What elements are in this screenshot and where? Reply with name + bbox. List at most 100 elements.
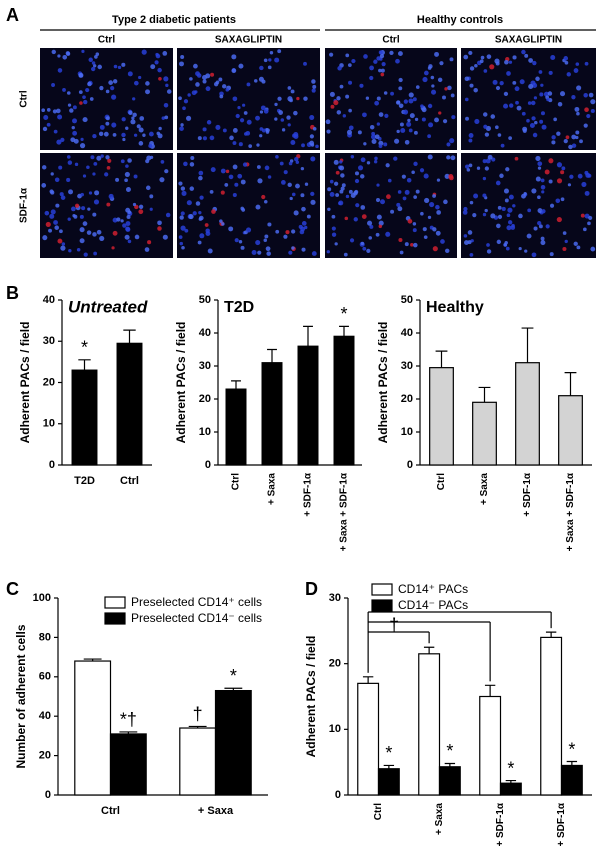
- cell-nucleus: [342, 114, 347, 118]
- cell-nucleus: [239, 118, 245, 123]
- row-header: Ctrl: [19, 90, 30, 107]
- cell-nucleus: [99, 235, 105, 241]
- cell-nucleus: [192, 211, 197, 216]
- cell-nucleus: [436, 210, 441, 215]
- cell-nucleus: [450, 93, 455, 98]
- bar: [429, 367, 454, 466]
- legend-label: CD14⁺ PACs: [398, 582, 468, 596]
- error-bar: [566, 760, 578, 766]
- cell-nucleus: [164, 169, 169, 174]
- cell-nucleus: [576, 85, 582, 91]
- cell-nucleus: [309, 140, 315, 146]
- cell-nucleus: [575, 130, 580, 135]
- column-header: SAXAGLIPTIN: [215, 35, 282, 46]
- cell-nucleus: [423, 235, 428, 240]
- error-bar: [505, 779, 517, 784]
- cell-nucleus: [267, 65, 272, 70]
- cell-nucleus: [533, 96, 538, 100]
- cell-nucleus: [335, 193, 340, 197]
- cell-nucleus: [451, 115, 456, 120]
- y-tick-label: 60: [39, 671, 51, 683]
- cell-nucleus: [53, 220, 58, 225]
- cell-nucleus: [281, 128, 286, 132]
- cell-nucleus: [393, 156, 398, 161]
- cell-nucleus: [399, 122, 404, 127]
- cell-nucleus: [397, 190, 402, 194]
- cell-nucleus: [92, 212, 97, 217]
- cell-nucleus: [253, 79, 258, 83]
- cell-nucleus: [269, 51, 274, 55]
- cell-nucleus: [130, 119, 136, 125]
- cell-nucleus: [245, 227, 252, 233]
- cell-nucleus: [46, 108, 51, 112]
- cell-nucleus: [535, 76, 540, 82]
- cell-nucleus: [60, 195, 66, 200]
- y-tick-label: 100: [33, 592, 51, 604]
- cell-nucleus: [533, 226, 538, 231]
- cell-nucleus: [301, 247, 306, 252]
- cell-nucleus: [59, 192, 64, 197]
- cell-nucleus: [111, 122, 117, 128]
- cell-nucleus: [480, 55, 485, 60]
- cell-nucleus: [541, 190, 545, 194]
- error-bar: [545, 631, 557, 638]
- cell-nucleus: [511, 223, 515, 228]
- cell-nucleus: [124, 178, 128, 183]
- cell-nucleus: [508, 194, 514, 200]
- cell-nucleus: [584, 190, 590, 196]
- cell-nucleus: [312, 84, 317, 89]
- error-bar: [339, 325, 349, 337]
- error-bar: [224, 687, 243, 691]
- cell-nucleus: [463, 206, 468, 212]
- cell-nucleus: [115, 177, 120, 182]
- cell-nucleus: [158, 126, 162, 131]
- cell-nucleus: [141, 49, 147, 55]
- cell-nucleus: [76, 247, 81, 252]
- cell-nucleus: [86, 230, 92, 235]
- cell-nucleus: [439, 61, 444, 66]
- cell-nucleus: [537, 166, 542, 170]
- cell-nucleus: [584, 107, 589, 113]
- cell-nucleus: [512, 55, 517, 60]
- cell-nucleus: [299, 229, 305, 235]
- cell-nucleus: [293, 131, 299, 138]
- annotation: *: [507, 758, 514, 778]
- cell-nucleus: [514, 86, 520, 92]
- cell-nucleus: [50, 209, 56, 215]
- cell-nucleus: [504, 198, 509, 203]
- error-bar: [383, 764, 395, 769]
- cell-nucleus: [362, 112, 367, 118]
- cell-nucleus: [444, 173, 450, 179]
- cell-nucleus: [348, 189, 353, 194]
- cell-nucleus: [78, 90, 83, 95]
- cell-nucleus: [379, 54, 385, 59]
- cell-nucleus: [340, 186, 345, 191]
- cell-nucleus: [180, 211, 185, 216]
- cell-nucleus: [366, 248, 371, 253]
- cell-nucleus: [423, 173, 429, 179]
- cell-nucleus: [222, 84, 227, 89]
- cell-nucleus: [506, 71, 511, 76]
- cell-nucleus: [507, 207, 513, 213]
- annotation: *: [446, 741, 453, 761]
- cell-nucleus: [325, 119, 331, 125]
- cell-nucleus: [489, 64, 495, 70]
- cell-nucleus: [587, 221, 591, 226]
- cell-nucleus: [527, 208, 532, 213]
- cell-nucleus: [564, 60, 569, 65]
- cell-nucleus: [231, 68, 237, 74]
- cell-nucleus: [124, 234, 130, 240]
- cell-nucleus: [261, 194, 266, 200]
- cell-nucleus: [484, 132, 490, 137]
- cell-nucleus: [108, 193, 114, 199]
- cell-nucleus: [556, 178, 563, 184]
- cell-nucleus: [149, 207, 153, 211]
- cell-nucleus: [490, 114, 496, 119]
- cell-nucleus: [187, 93, 191, 97]
- y-tick-label: 10: [401, 426, 413, 438]
- cell-nucleus: [225, 169, 230, 174]
- cell-nucleus: [231, 54, 237, 60]
- cell-nucleus: [50, 172, 54, 176]
- cell-nucleus: [304, 182, 309, 186]
- cell-nucleus: [401, 174, 406, 179]
